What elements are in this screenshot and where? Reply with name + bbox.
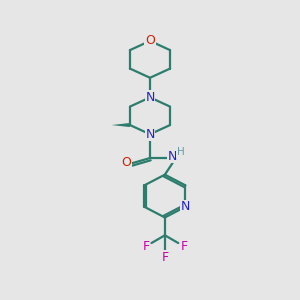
Polygon shape: [112, 123, 130, 127]
Text: N: N: [168, 150, 177, 163]
Text: F: F: [161, 251, 168, 264]
Text: F: F: [180, 240, 188, 253]
Text: N: N: [145, 128, 155, 141]
Text: N: N: [145, 91, 155, 104]
Text: F: F: [142, 240, 149, 253]
Text: H: H: [177, 147, 184, 157]
Text: O: O: [145, 34, 155, 47]
Text: N: N: [181, 200, 190, 213]
Text: O: O: [121, 156, 131, 169]
